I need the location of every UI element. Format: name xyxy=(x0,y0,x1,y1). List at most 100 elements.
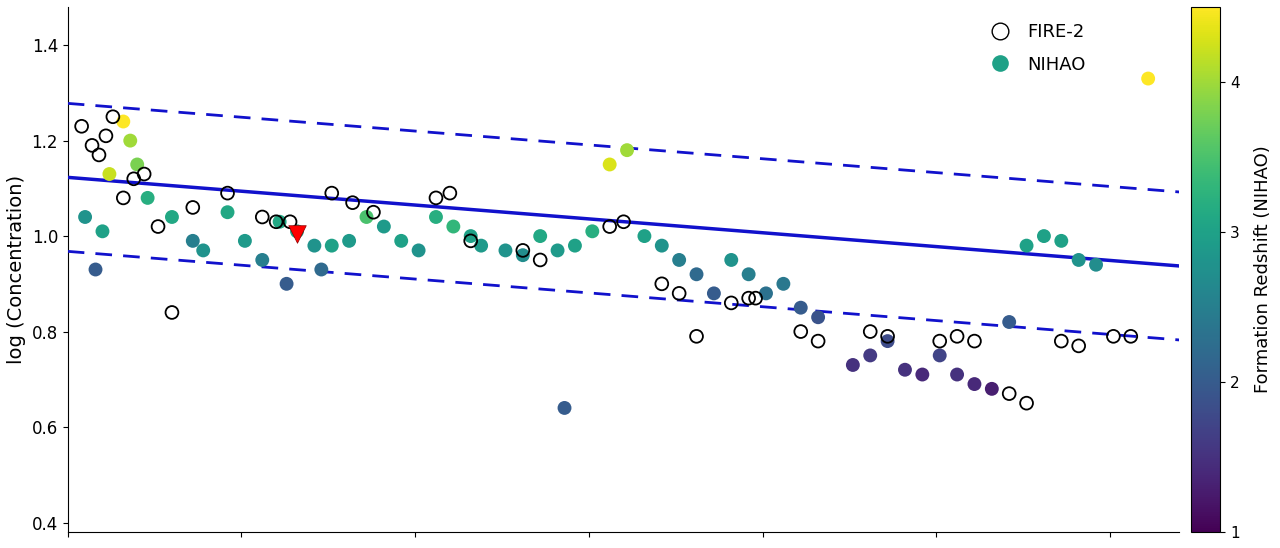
Point xyxy=(964,380,984,389)
Point xyxy=(721,255,741,264)
Point xyxy=(426,213,447,221)
Point xyxy=(137,193,157,202)
Y-axis label: Formation Redshift (NIHAO): Formation Redshift (NIHAO) xyxy=(1253,146,1271,393)
Point xyxy=(599,160,620,169)
Point xyxy=(461,232,481,241)
Point xyxy=(791,303,812,312)
Point xyxy=(652,279,672,288)
Point xyxy=(739,270,759,278)
Point xyxy=(1103,332,1124,341)
Point xyxy=(364,208,384,216)
Point xyxy=(74,213,95,221)
Point xyxy=(1069,255,1089,264)
Point xyxy=(634,232,654,241)
Point xyxy=(791,327,812,336)
Point xyxy=(426,193,447,202)
Point xyxy=(113,117,133,126)
Point xyxy=(1016,399,1037,408)
Point xyxy=(512,246,532,255)
Legend: FIRE-2, NIHAO: FIRE-2, NIHAO xyxy=(974,16,1093,81)
Point xyxy=(982,385,1002,393)
Point xyxy=(471,241,492,250)
Point xyxy=(252,213,273,221)
Point xyxy=(123,174,143,183)
Point xyxy=(613,218,634,226)
Point xyxy=(408,246,429,255)
Point xyxy=(1138,74,1158,83)
Point xyxy=(808,336,828,345)
Point xyxy=(1051,237,1071,246)
Point xyxy=(280,218,301,226)
Point xyxy=(686,332,707,341)
Point xyxy=(161,308,182,317)
Point xyxy=(913,370,933,379)
Point xyxy=(929,351,950,360)
Point xyxy=(443,222,463,231)
Point xyxy=(311,265,332,274)
Point xyxy=(530,232,550,241)
Point xyxy=(287,227,307,236)
Point xyxy=(617,146,637,155)
Point xyxy=(1034,232,1055,241)
Point xyxy=(564,241,585,250)
Point xyxy=(92,227,113,236)
Point xyxy=(252,255,273,264)
Point xyxy=(1120,332,1140,341)
Point xyxy=(147,222,168,231)
Point xyxy=(773,279,794,288)
Point xyxy=(739,294,759,302)
Point xyxy=(276,279,297,288)
Point xyxy=(998,389,1019,398)
Point xyxy=(321,189,342,197)
Point xyxy=(877,332,897,341)
Point xyxy=(652,241,672,250)
Point xyxy=(269,218,289,226)
Point xyxy=(339,237,360,246)
Point xyxy=(1085,260,1106,269)
Point xyxy=(287,229,307,238)
Point xyxy=(102,112,123,121)
Point xyxy=(374,222,394,231)
Point xyxy=(530,255,550,264)
Point xyxy=(127,160,147,169)
Point xyxy=(134,170,155,179)
Point xyxy=(704,289,724,298)
Point xyxy=(548,246,568,255)
Point xyxy=(860,351,881,360)
Point xyxy=(439,189,460,197)
Point xyxy=(669,289,690,298)
Point xyxy=(390,237,411,246)
Point xyxy=(686,270,707,278)
Point xyxy=(721,299,741,307)
Point xyxy=(582,227,603,236)
Point xyxy=(183,203,204,212)
Point xyxy=(947,370,968,379)
Point xyxy=(512,251,532,260)
Point xyxy=(461,237,481,246)
Point xyxy=(755,289,776,298)
Point xyxy=(88,151,109,159)
Point xyxy=(161,213,182,221)
Point xyxy=(183,237,204,246)
Point xyxy=(1016,241,1037,250)
Point xyxy=(193,246,214,255)
Point xyxy=(860,327,881,336)
Point xyxy=(305,241,325,250)
Point xyxy=(895,366,915,374)
Point xyxy=(1051,336,1071,345)
Point xyxy=(964,336,984,345)
Point xyxy=(82,141,102,150)
Point xyxy=(96,132,116,140)
Point xyxy=(266,218,287,226)
Point xyxy=(356,213,376,221)
Point xyxy=(218,189,238,197)
Point xyxy=(877,336,897,345)
Point xyxy=(495,246,516,255)
Point xyxy=(321,241,342,250)
Point xyxy=(86,265,106,274)
Point xyxy=(113,193,133,202)
Point xyxy=(99,170,119,179)
Point xyxy=(218,208,238,216)
Point xyxy=(842,361,863,369)
Point xyxy=(669,255,690,264)
